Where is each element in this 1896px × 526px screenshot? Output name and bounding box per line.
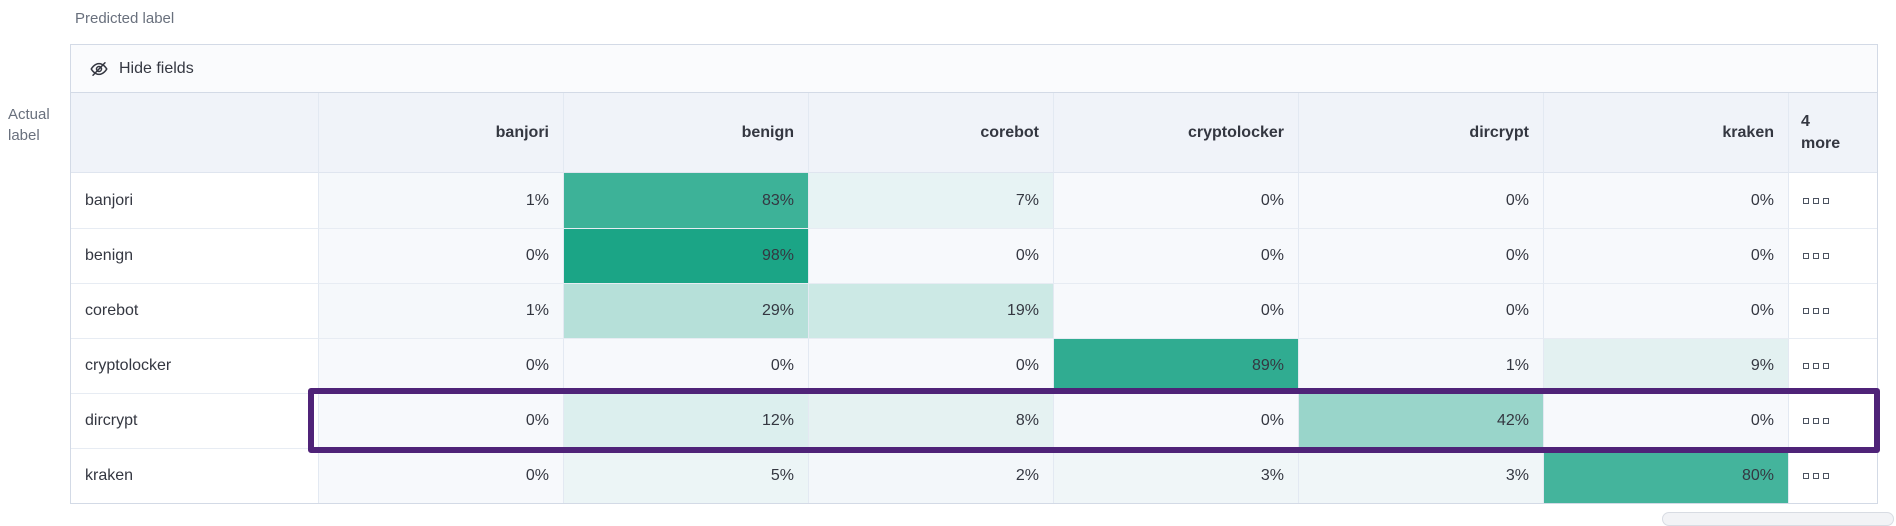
cell-banjori-corebot: 7% <box>809 173 1054 228</box>
ellipsis-squares-icon <box>1803 418 1809 424</box>
more-values-cell-banjori[interactable] <box>1789 173 1877 228</box>
ellipsis-squares-icon <box>1803 363 1809 369</box>
cell-cryptolocker-cryptolocker: 89% <box>1054 338 1299 393</box>
ellipsis-squares-icon <box>1823 473 1829 479</box>
ellipsis-squares-icon <box>1803 308 1809 314</box>
cell-dircrypt-banjori: 0% <box>319 393 564 448</box>
ellipsis-squares-icon <box>1823 197 1829 204</box>
row-label-corebot: corebot <box>71 283 319 338</box>
cell-benign-banjori: 0% <box>319 228 564 283</box>
cell-kraken-banjori: 0% <box>319 448 564 503</box>
cell-corebot-benign: 29% <box>564 283 809 338</box>
cell-benign-kraken: 0% <box>1544 228 1789 283</box>
matrix-row-dircrypt: dircrypt 0% 12% 8% 0% 42% 0% <box>71 388 1880 453</box>
cell-banjori-cryptolocker: 0% <box>1054 173 1299 228</box>
cell-kraken-dircrypt: 3% <box>1299 448 1544 503</box>
cell-banjori-benign: 83% <box>564 173 809 228</box>
cell-dircrypt-benign: 12% <box>564 393 809 448</box>
hide-fields-button[interactable]: Hide fields <box>71 45 1877 93</box>
cell-benign-corebot: 0% <box>809 228 1054 283</box>
cell-banjori-kraken: 0% <box>1544 173 1789 228</box>
ellipsis-squares-icon <box>1803 473 1809 479</box>
cell-benign-benign: 98% <box>564 228 809 283</box>
cell-corebot-dircrypt: 0% <box>1299 283 1544 338</box>
ellipsis-squares-icon <box>1813 197 1819 204</box>
cell-dircrypt-kraken: 0% <box>1544 393 1789 448</box>
header-row: banjori benign corebot cryptolocker dircrypt… <box>71 93 1877 173</box>
ellipsis-squares-icon <box>1803 253 1809 259</box>
cell-benign-cryptolocker: 0% <box>1054 228 1299 283</box>
column-header-corebot: corebot <box>809 93 1054 173</box>
more-values-cell-corebot[interactable] <box>1789 283 1877 338</box>
cell-banjori-dircrypt: 0% <box>1299 173 1544 228</box>
matrix-rows: banjori 1% 83% 7% 0% 0% 0% benign 0% 98% 0% 0% 0% 0% c… <box>71 173 1880 503</box>
cell-cryptolocker-corebot: 0% <box>809 338 1054 393</box>
matrix-row-corebot: corebot 1% 29% 19% 0% 0% 0% <box>71 283 1877 338</box>
cell-corebot-kraken: 0% <box>1544 283 1789 338</box>
cell-benign-dircrypt: 0% <box>1299 228 1544 283</box>
ellipsis-squares-icon <box>1823 308 1829 314</box>
cell-dircrypt-corebot: 8% <box>809 393 1054 448</box>
cell-kraken-kraken: 80% <box>1544 448 1789 503</box>
more-values-cell-dircrypt[interactable] <box>1789 393 1877 448</box>
actual-label-axis: Actual label <box>8 106 50 144</box>
ellipsis-squares-icon <box>1823 363 1829 369</box>
cell-kraken-cryptolocker: 3% <box>1054 448 1299 503</box>
ellipsis-squares-icon <box>1813 308 1819 314</box>
cell-dircrypt-cryptolocker: 0% <box>1054 393 1299 448</box>
cell-kraken-corebot: 2% <box>809 448 1054 503</box>
matrix-row-banjori: banjori 1% 83% 7% 0% 0% 0% <box>71 173 1877 228</box>
column-header-more[interactable]: 4 more <box>1789 93 1877 173</box>
confusion-matrix-grid: Hide fields banjori benign corebot cryptolo… <box>70 44 1880 504</box>
ellipsis-squares-icon <box>1823 253 1829 259</box>
row-label-kraken: kraken <box>71 448 319 503</box>
predicted-label-axis: Predicted label <box>75 10 175 27</box>
more-values-cell-kraken[interactable] <box>1789 448 1877 503</box>
hide-fields-label: Hide fields <box>119 59 194 77</box>
row-label-cryptolocker: cryptolocker <box>71 338 319 393</box>
cell-corebot-banjori: 1% <box>319 283 564 338</box>
eye-slash-icon <box>89 59 109 79</box>
cell-cryptolocker-banjori: 0% <box>319 338 564 393</box>
ellipsis-squares-icon <box>1813 418 1819 424</box>
cell-corebot-corebot: 19% <box>809 283 1054 338</box>
ellipsis-squares-icon <box>1813 253 1819 259</box>
column-header-banjori: banjori <box>319 93 564 173</box>
matrix-row-cryptolocker: cryptolocker 0% 0% 0% 89% 1% 9% <box>71 338 1877 393</box>
cell-cryptolocker-kraken: 9% <box>1544 338 1789 393</box>
column-header-dircrypt: dircrypt <box>1299 93 1544 173</box>
row-label-banjori: banjori <box>71 173 319 228</box>
cell-corebot-cryptolocker: 0% <box>1054 283 1299 338</box>
cell-dircrypt-dircrypt: 42% <box>1299 393 1544 448</box>
more-values-cell-benign[interactable] <box>1789 228 1877 283</box>
matrix-row-benign: benign 0% 98% 0% 0% 0% 0% <box>71 228 1877 283</box>
ellipsis-squares-icon <box>1823 418 1829 424</box>
matrix-row-kraken: kraken 0% 5% 2% 3% 3% 80% <box>71 448 1877 503</box>
ellipsis-squares-icon <box>1813 363 1819 369</box>
cell-cryptolocker-dircrypt: 1% <box>1299 338 1544 393</box>
row-label-benign: benign <box>71 228 319 283</box>
cell-kraken-benign: 5% <box>564 448 809 503</box>
column-header-cryptolocker: cryptolocker <box>1054 93 1299 173</box>
ellipsis-squares-icon <box>1803 197 1809 204</box>
cell-banjori-banjori: 1% <box>319 173 564 228</box>
cell-cryptolocker-benign: 0% <box>564 338 809 393</box>
row-label-dircrypt: dircrypt <box>71 393 319 448</box>
column-header-benign: benign <box>564 93 809 173</box>
ellipsis-squares-icon <box>1813 473 1819 479</box>
more-values-cell-cryptolocker[interactable] <box>1789 338 1877 393</box>
corner-header-cell <box>71 93 319 173</box>
column-header-kraken: kraken <box>1544 93 1789 173</box>
